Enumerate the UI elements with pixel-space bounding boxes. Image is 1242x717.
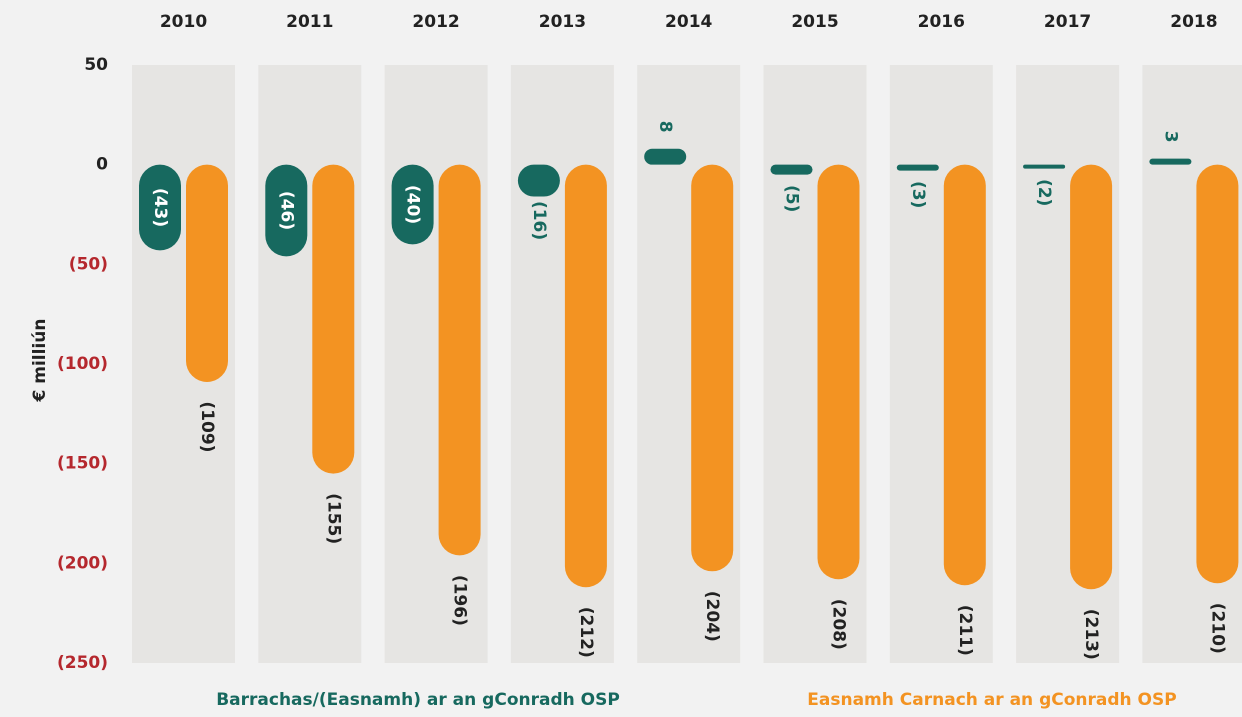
legend-entry: Easnamh Carnach ar an gConradh OSP [807,690,1176,710]
x-tick-label: 2017 [1044,12,1091,32]
data-label: (16) [529,201,549,240]
bar [943,164,986,586]
legend-entry: Barrachas/(Easnamh) ar an gConradh OSP [216,690,620,710]
data-label: (40) [403,185,423,224]
bar [1196,164,1239,584]
bar [312,164,355,474]
y-tick-label: (250) [57,653,108,673]
data-label: (211) [955,605,975,656]
data-label: (155) [323,493,343,544]
data-label: (43) [150,188,170,227]
bar [265,164,308,257]
y-tick-label: (50) [69,254,108,274]
x-tick-label: 2014 [665,12,712,32]
x-tick-label: 2010 [160,12,207,32]
bar [186,164,228,382]
bar [817,164,860,580]
bar [139,164,181,251]
data-label: (212) [576,607,596,658]
y-tick-label: (200) [57,553,108,573]
data-label: (109) [197,401,217,452]
y-tick-label: 50 [84,55,108,75]
data-label: 3 [1160,131,1180,143]
data-label: (210) [1207,603,1227,654]
data-label: (196) [450,575,470,626]
data-label: (204) [702,591,722,642]
data-label: (46) [276,191,296,230]
bar [517,164,560,197]
x-tick-label: 2018 [1170,12,1217,32]
x-tick-label: 2012 [412,12,459,32]
x-tick-label: 2015 [791,12,838,32]
data-label: (213) [1081,609,1101,660]
x-tick-label: 2011 [286,12,333,32]
data-label: 8 [655,121,675,133]
bar [1149,158,1192,165]
y-tick-label: 0 [96,155,108,175]
bar [691,164,734,572]
bar [438,164,481,556]
bar [564,164,607,588]
y-axis-label: € milliún [30,319,50,403]
x-tick-label: 2016 [918,12,965,32]
data-label: (208) [829,599,849,650]
bar [644,148,687,165]
bar [391,164,434,245]
x-tick-label: 2013 [539,12,586,32]
data-label: (3) [908,181,928,208]
data-label: (2) [1034,179,1054,206]
data-label: (5) [782,185,802,212]
bar [1023,164,1066,169]
bar [770,164,813,175]
bar [896,164,939,171]
y-tick-label: (100) [57,354,108,374]
y-tick-label: (150) [57,454,108,474]
bar [1070,164,1113,590]
